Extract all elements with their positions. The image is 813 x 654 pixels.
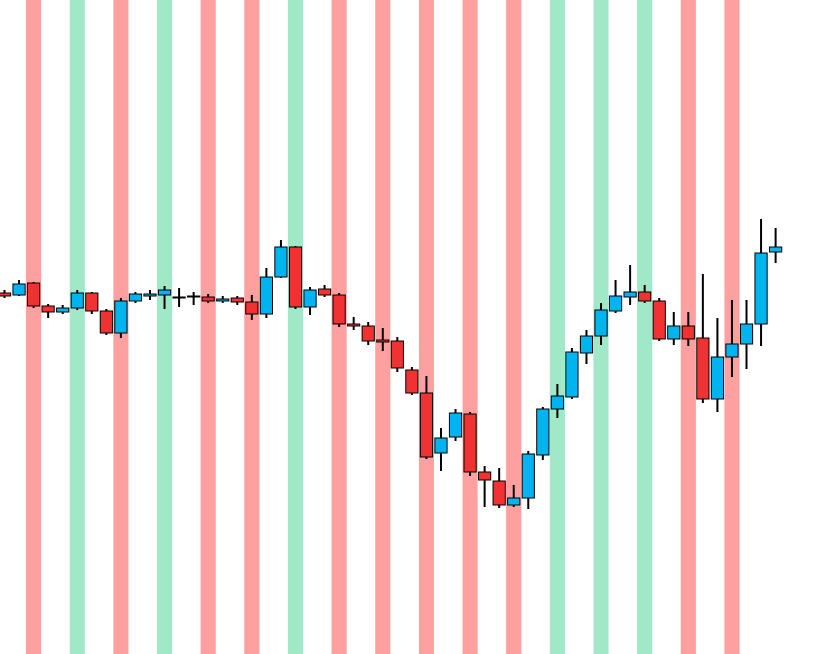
candle-body <box>667 325 681 340</box>
candle-body <box>478 471 492 481</box>
candle-body <box>70 292 84 309</box>
candle-body <box>128 293 143 302</box>
candle-body <box>347 323 361 327</box>
highlight-band <box>418 0 434 654</box>
candle-body <box>332 294 346 325</box>
candle-body <box>12 283 26 296</box>
candle-body <box>303 289 317 308</box>
candle-body <box>99 310 113 334</box>
candle-body <box>681 325 695 340</box>
candle-body <box>157 289 172 296</box>
candle-body <box>725 343 739 358</box>
highlight-band <box>69 0 85 654</box>
highlight-band <box>462 0 478 654</box>
candle-body <box>448 412 463 438</box>
candle-body <box>56 307 70 313</box>
candle-body <box>710 356 725 400</box>
candle-body <box>419 392 434 458</box>
candle-body <box>317 288 332 296</box>
candle-body <box>754 252 768 325</box>
candle-body <box>405 369 419 394</box>
candle-body <box>114 300 128 334</box>
candle-body <box>259 276 273 315</box>
highlight-band <box>549 0 565 654</box>
candle-body <box>274 246 288 278</box>
candle-body <box>608 295 623 312</box>
candle-body <box>536 408 550 456</box>
candle-body <box>143 293 157 297</box>
candle-body <box>579 335 594 354</box>
candle-body <box>594 309 608 337</box>
candle-body <box>652 300 666 340</box>
candle-body <box>41 305 55 313</box>
highlight-band <box>26 0 42 654</box>
candle-body <box>26 282 41 307</box>
candle-body <box>768 246 783 253</box>
candle-body <box>492 480 506 506</box>
candle-body <box>550 395 564 410</box>
highlight-band <box>375 0 391 654</box>
candle-body <box>172 296 186 299</box>
candle-body <box>0 292 12 297</box>
candle-body <box>288 246 303 308</box>
candle-body <box>565 351 579 398</box>
candle-body <box>361 325 375 342</box>
candle-body <box>434 437 448 454</box>
candle-body <box>696 337 710 400</box>
candle-body <box>390 340 404 369</box>
candle-body <box>201 296 215 302</box>
candle-body <box>85 292 99 312</box>
candle-body <box>507 497 521 506</box>
highlight-band <box>200 0 216 654</box>
candle-body <box>521 453 535 499</box>
candle-body <box>376 339 390 343</box>
highlight-band <box>506 0 522 654</box>
candle-body <box>463 413 477 473</box>
candle-body <box>245 301 259 315</box>
candle-body <box>187 295 201 298</box>
candle-body <box>623 291 637 298</box>
candle-body <box>739 323 754 345</box>
candle-body <box>638 291 652 302</box>
highlight-band <box>637 0 653 654</box>
highlight-band <box>244 0 260 654</box>
highlight-band <box>156 0 173 654</box>
candle-body <box>230 297 244 303</box>
highlight-band <box>287 0 304 654</box>
candle-body <box>216 298 230 302</box>
